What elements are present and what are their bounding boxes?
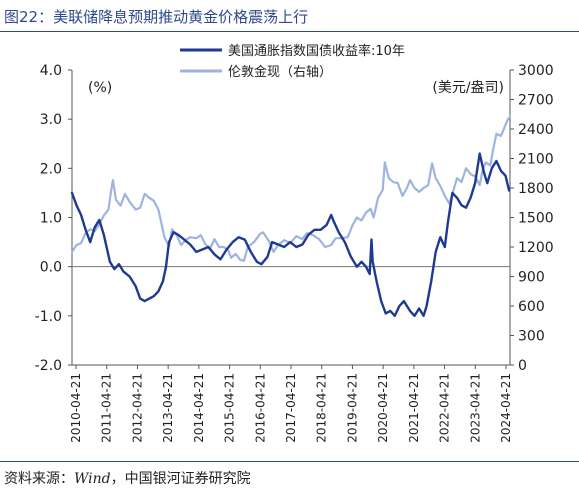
legend-label: 美国通胀指数国债收益率:10年 bbox=[228, 43, 405, 59]
x-tick-label: 2015-04-21 bbox=[223, 373, 237, 443]
right-tick-label: 1500 bbox=[518, 211, 554, 227]
x-tick-label: 2011-04-21 bbox=[100, 373, 114, 443]
source-label: 资料来源： bbox=[4, 471, 74, 487]
right-tick-label: 3000 bbox=[518, 63, 554, 79]
x-tick-label: 2016-04-21 bbox=[253, 373, 267, 443]
title-rule bbox=[0, 31, 579, 32]
x-tick-label: 2012-04-21 bbox=[130, 373, 144, 443]
left-tick-label: 2.0 bbox=[40, 161, 62, 177]
right-tick-label: 1800 bbox=[518, 181, 554, 197]
x-tick-label: 2020-04-21 bbox=[376, 373, 390, 443]
source-note: 资料来源：Wind，中国银河证券研究院 bbox=[4, 468, 251, 488]
left-tick-label: 4.0 bbox=[40, 63, 62, 79]
left-unit-label: (%) bbox=[88, 80, 112, 96]
x-tick-label: 2017-04-21 bbox=[284, 373, 298, 443]
right-tick-label: 600 bbox=[518, 299, 545, 315]
left-tick-label: 0.0 bbox=[40, 260, 62, 276]
right-tick-label: 300 bbox=[518, 329, 545, 345]
gold-price-line bbox=[70, 115, 512, 262]
x-tick-label: 2018-04-21 bbox=[315, 373, 329, 443]
x-tick-label: 2024-04-21 bbox=[499, 373, 513, 443]
left-tick-label: -2.0 bbox=[35, 358, 62, 374]
right-unit-label: (美元/盎司) bbox=[432, 80, 504, 96]
tips-yield-line bbox=[70, 152, 511, 317]
right-tick-label: 1200 bbox=[518, 240, 554, 256]
x-tick-label: 2021-04-21 bbox=[407, 373, 421, 443]
right-tick-label: 2700 bbox=[518, 93, 554, 109]
left-tick-label: 3.0 bbox=[40, 112, 62, 128]
right-tick-label: 2100 bbox=[518, 152, 554, 168]
footer-rule bbox=[0, 461, 579, 462]
x-tick-label: 2013-04-21 bbox=[161, 373, 175, 443]
source-name: Wind bbox=[74, 471, 111, 487]
series-lines bbox=[70, 115, 512, 317]
x-tick-label: 2023-04-21 bbox=[468, 373, 482, 443]
x-tick-label: 2014-04-21 bbox=[192, 373, 206, 443]
source-rest: ，中国银河证券研究院 bbox=[110, 471, 251, 487]
x-tick-label: 2022-04-21 bbox=[438, 373, 452, 443]
right-tick-label: 2400 bbox=[518, 122, 554, 138]
x-tick-label: 2019-04-21 bbox=[345, 373, 359, 443]
legend-label: 伦敦金现（右轴） bbox=[228, 64, 332, 80]
figure-title: 图22：美联储降息预期推动黄金价格震荡上行 bbox=[4, 8, 309, 26]
line-chart: 4.03.02.01.00.0-1.0-2.030002700240021001… bbox=[35, 43, 554, 443]
axes: 4.03.02.01.00.0-1.0-2.030002700240021001… bbox=[35, 63, 554, 443]
x-tick-label: 2010-04-21 bbox=[69, 373, 83, 443]
right-tick-label: 900 bbox=[518, 270, 545, 286]
right-tick-label: 0 bbox=[518, 358, 527, 374]
left-tick-label: 1.0 bbox=[40, 211, 62, 227]
left-tick-label: -1.0 bbox=[35, 309, 62, 325]
